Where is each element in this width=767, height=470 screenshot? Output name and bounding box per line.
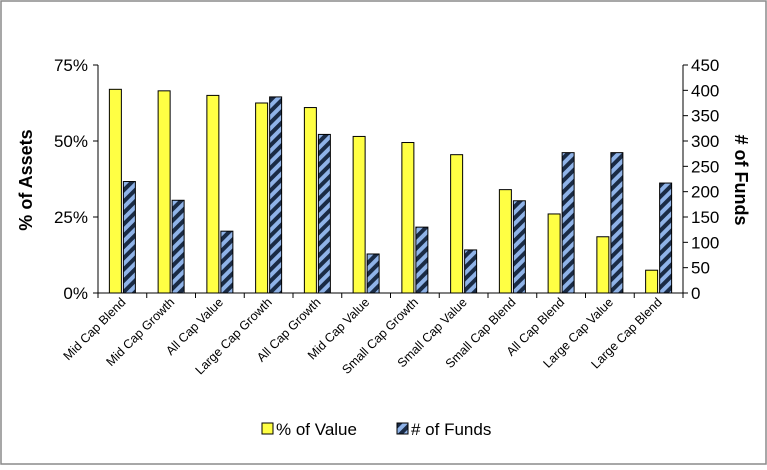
y-tick-label-right: 400 [691,81,719,100]
bar-num-funds [122,181,136,294]
y-tick-label-right: 450 [691,56,719,75]
y-axis-title-left: % of Assets [16,129,36,230]
bar-percent-of-value [157,90,171,294]
bar-percent-of-value [303,107,317,294]
y-tick-label-right: 150 [691,208,719,227]
bar-percent-of-value [108,88,122,294]
legend-label-percent-of-value: % of Value [276,420,357,439]
y-tick-label-left: 0% [63,284,88,303]
legend-label-num-funds: # of Funds [411,420,491,439]
bar-num-funds [610,152,624,294]
bar-percent-of-value [255,102,269,294]
bar-num-funds [659,182,673,294]
y-tick-label-right: 100 [691,233,719,252]
bar-percent-of-value [645,269,659,294]
y-tick-label-left: 25% [54,208,88,227]
y-tick-label-right: 350 [691,107,719,126]
bar-percent-of-value [450,154,464,294]
bar-num-funds [512,200,526,294]
bar-num-funds [415,226,429,294]
y-tick-label-right: 300 [691,132,719,151]
bar-num-funds [464,249,478,294]
bar-num-funds [220,230,234,294]
legend-swatch-percent-of-value [261,422,274,435]
bar-num-funds [366,253,380,294]
bar-num-funds [269,96,283,294]
bar-percent-of-value [206,94,220,294]
legend-swatch-num-funds [396,422,409,435]
bar-percent-of-value [547,213,561,294]
bar-num-funds [561,152,575,294]
y-tick-label-right: 200 [691,183,719,202]
bar-percent-of-value [596,236,610,294]
y-axis-title-right: # of Funds [731,135,751,226]
legend: % of Value # of Funds [261,420,491,439]
bar-percent-of-value [498,189,512,294]
y-tick-label-left: 50% [54,132,88,151]
bar-percent-of-value [352,135,366,294]
y-tick-label-right: 50 [691,259,710,278]
y-tick-label-left: 75% [54,56,88,75]
bar-num-funds [171,199,185,294]
bar-num-funds [317,133,331,294]
y-tick-label-right: 0 [691,284,700,303]
bar-percent-of-value [401,142,415,294]
y-tick-label-right: 250 [691,157,719,176]
